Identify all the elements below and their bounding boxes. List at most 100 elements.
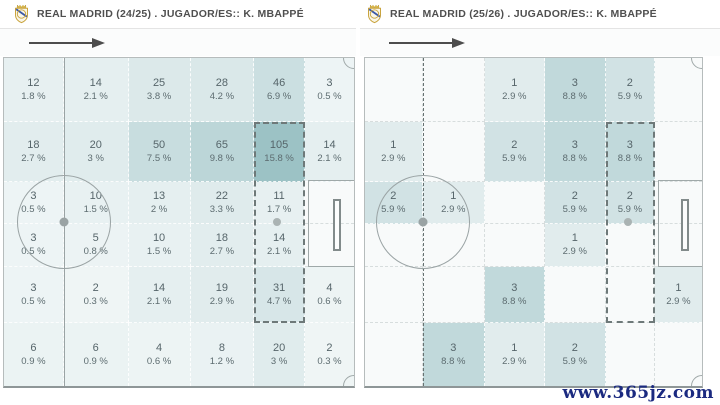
zone-percent: 0.3 % — [317, 355, 342, 367]
zone-percent: 4.7 % — [266, 295, 292, 307]
zone-cell-r6c3[interactable]: 4 0.6 % — [128, 323, 191, 386]
zone-count: 19 — [215, 281, 228, 294]
zone-cell-r6c5[interactable]: 20 3 % — [254, 323, 305, 386]
zone-cell-r4c4[interactable]: 1 2.9 % — [544, 224, 606, 267]
zone-count: 2 — [92, 281, 99, 294]
zone-cell-r4c1[interactable] — [365, 224, 423, 267]
zone-cell-r1c2[interactable]: 14 2.1 % — [63, 58, 129, 123]
zone-cell-r5c5[interactable] — [605, 266, 655, 324]
zone-count: 28 — [215, 76, 228, 89]
zone-cell-r1c4[interactable]: 28 4.2 % — [190, 58, 255, 123]
zone-count: 1 — [390, 138, 397, 151]
zone-count: 3 — [30, 281, 37, 294]
zone-cell-r1c4[interactable]: 3 8.8 % — [544, 58, 606, 123]
zone-cell-r1c6[interactable]: 3 0.5 % — [304, 58, 354, 123]
zone-cell-r3c1[interactable]: 2 5.9 % — [365, 181, 423, 225]
zone-cell-r4c3[interactable]: 10 1.5 % — [128, 224, 191, 267]
zone-cell-r2c6[interactable]: 14 2.1 % — [304, 122, 354, 182]
zone-cell-r3c2[interactable]: 10 1.5 % — [63, 181, 129, 225]
zone-percent: 2.1 % — [317, 152, 342, 164]
zone-cell-r6c1[interactable]: 6 0.9 % — [4, 323, 64, 386]
zone-cell-r5c1[interactable] — [365, 266, 423, 324]
zone-percent: 15.8 % — [264, 152, 294, 164]
zone-cell-r5c6[interactable]: 4 0.6 % — [304, 266, 354, 324]
zone-cell-r2c3[interactable]: 50 7.5 % — [128, 122, 191, 182]
zone-cell-r1c1[interactable] — [365, 58, 423, 123]
zone-cell-r2c6[interactable] — [654, 122, 702, 182]
zone-cell-r2c5[interactable]: 3 8.8 % — [605, 122, 655, 182]
zone-percent: 0.5 % — [21, 203, 46, 215]
zone-percent: 5.9 % — [562, 355, 587, 367]
zone-cell-r6c2[interactable]: 3 8.8 % — [422, 323, 485, 386]
zone-cell-r2c4[interactable]: 3 8.8 % — [544, 122, 606, 182]
zone-cell-r5c3[interactable]: 14 2.1 % — [128, 266, 191, 324]
zone-percent: 5.9 % — [617, 90, 643, 102]
zone-cell-r5c4[interactable] — [544, 266, 606, 324]
zone-cell-r5c4[interactable]: 19 2.9 % — [190, 266, 255, 324]
zone-count: 65 — [215, 138, 228, 151]
zone-cell-r3c4[interactable]: 22 3.3 % — [190, 181, 255, 225]
zone-cell-r5c5[interactable]: 31 4.7 % — [254, 266, 305, 324]
zone-cell-r4c6[interactable] — [304, 224, 354, 267]
zone-cell-r1c5[interactable]: 2 5.9 % — [605, 58, 655, 123]
zone-cell-r2c1[interactable]: 18 2.7 % — [4, 122, 64, 182]
zone-percent: 5.9 % — [617, 203, 643, 215]
zone-cell-r3c6[interactable] — [654, 181, 702, 225]
zone-cell-r6c5[interactable] — [605, 323, 655, 386]
zone-cell-r3c2[interactable]: 1 2.9 % — [422, 181, 485, 225]
zone-percent: 0.6 % — [317, 295, 342, 307]
zone-count: 14 — [152, 281, 166, 294]
zone-cell-r2c3[interactable]: 2 5.9 % — [484, 122, 545, 182]
zone-count: 50 — [152, 138, 166, 151]
zone-cell-r2c4[interactable]: 65 9.8 % — [190, 122, 255, 182]
zone-cell-r3c3[interactable]: 13 2 % — [128, 181, 191, 225]
zone-count: 3 — [571, 76, 578, 89]
zone-cell-r6c4[interactable]: 2 5.9 % — [544, 323, 606, 386]
zone-cell-r1c3[interactable]: 1 2.9 % — [484, 58, 545, 123]
zone-cell-r5c1[interactable]: 3 0.5 % — [4, 266, 64, 324]
zone-cell-r4c4[interactable]: 18 2.7 % — [190, 224, 255, 267]
zone-cell-r5c6[interactable]: 1 2.9 % — [654, 266, 702, 324]
zone-cell-r6c3[interactable]: 1 2.9 % — [484, 323, 545, 386]
zone-cell-r4c2[interactable]: 5 0.8 % — [63, 224, 129, 267]
zone-cell-r1c3[interactable]: 25 3.8 % — [128, 58, 191, 123]
zone-cell-r4c1[interactable]: 3 0.5 % — [4, 224, 64, 267]
zone-cell-r6c6[interactable] — [654, 323, 702, 386]
zone-cell-r4c6[interactable] — [654, 224, 702, 267]
zone-cell-r6c1[interactable] — [365, 323, 423, 386]
zone-count: 12 — [27, 76, 40, 89]
zone-cell-r2c5[interactable]: 105 15.8 % — [254, 122, 305, 182]
zone-cell-r2c2[interactable] — [422, 122, 485, 182]
zone-cell-r2c1[interactable]: 1 2.9 % — [365, 122, 423, 182]
zone-count: 5 — [92, 232, 99, 245]
zone-cell-r4c5[interactable] — [605, 224, 655, 267]
zone-cell-r5c2[interactable] — [422, 266, 485, 324]
zone-cell-r3c3[interactable] — [484, 181, 545, 225]
zone-percent: 3.8 % — [146, 90, 172, 102]
zone-percent: 3 % — [87, 152, 104, 164]
zone-cell-r1c6[interactable] — [654, 58, 702, 123]
zone-cell-r4c3[interactable] — [484, 224, 545, 267]
zone-cell-r6c2[interactable]: 6 0.9 % — [63, 323, 129, 386]
zone-percent: 2.9 % — [502, 355, 527, 367]
zone-cell-r3c6[interactable] — [304, 181, 354, 225]
zone-cell-r4c2[interactable] — [422, 224, 485, 267]
zone-cell-r3c4[interactable]: 2 5.9 % — [544, 181, 606, 225]
zone-cell-r1c1[interactable]: 12 1.8 % — [4, 58, 64, 123]
zone-cell-r3c5[interactable]: 2 5.9 % — [605, 181, 655, 225]
zone-cell-r2c2[interactable]: 20 3 % — [63, 122, 129, 182]
zone-cell-r4c5[interactable]: 14 2.1 % — [254, 224, 305, 267]
zone-cell-r3c5[interactable]: 11 1.7 % — [254, 181, 305, 225]
zone-percent: 2.1 % — [83, 90, 108, 102]
panel-title: REAL MADRID (24/25) . JUGADOR/ES:: K. MB… — [37, 8, 304, 20]
zone-cell-r3c1[interactable]: 3 0.5 % — [4, 181, 64, 225]
zone-cell-r5c3[interactable]: 3 8.8 % — [484, 266, 545, 324]
zone-percent: 0.3 % — [83, 295, 108, 307]
zone-count: 1 — [511, 76, 518, 89]
zone-cell-r5c2[interactable]: 2 0.3 % — [63, 266, 129, 324]
zone-cell-r1c5[interactable]: 46 6.9 % — [254, 58, 305, 123]
zone-cell-r6c6[interactable]: 2 0.3 % — [304, 323, 354, 386]
zone-percent: 8.8 % — [562, 152, 587, 164]
zone-cell-r6c4[interactable]: 8 1.2 % — [190, 323, 255, 386]
zone-cell-r1c2[interactable] — [422, 58, 485, 123]
